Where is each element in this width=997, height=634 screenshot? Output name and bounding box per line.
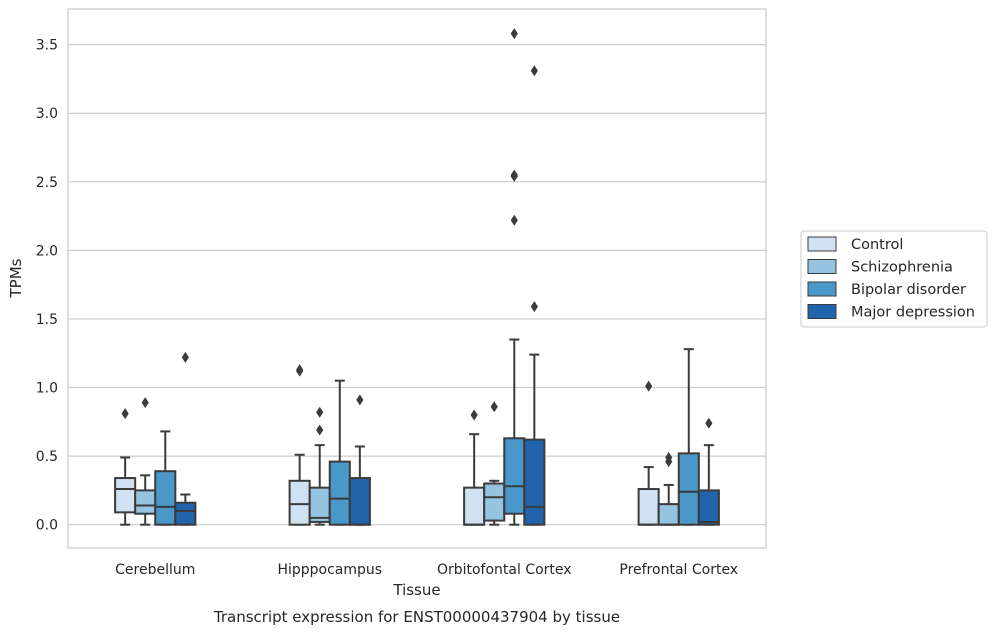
box-iqr — [114, 477, 137, 514]
legend-label: Control — [851, 237, 903, 253]
box-iqr — [308, 486, 331, 523]
y-tick-label: 3.0 — [36, 106, 58, 122]
box-major-depression-hipppocampus — [348, 394, 371, 526]
box-major-depression-prefrontal-cortex — [697, 417, 720, 526]
box-iqr — [523, 438, 546, 526]
x-tick-label: Cerebellum — [115, 562, 195, 578]
box-major-depression-orbitofontal-cortex — [523, 65, 546, 526]
box-iqr — [134, 489, 157, 515]
box-control-orbitofontal-cortex — [463, 409, 486, 526]
outlier-point — [356, 394, 364, 406]
box-iqr — [154, 470, 177, 526]
box-iqr — [697, 489, 720, 526]
box-control-prefrontal-cortex — [637, 380, 660, 526]
box-bipolar-disorder-hipppocampus — [328, 379, 351, 526]
x-tick-label: Prefrontal Cortex — [619, 562, 738, 578]
outlier-point — [530, 301, 538, 313]
y-tick-label: 0.0 — [36, 518, 58, 534]
box-bipolar-disorder-orbitofontal-cortex — [503, 28, 526, 526]
box-iqr — [483, 482, 506, 522]
box-schizophrenia-hipppocampus — [308, 406, 331, 526]
x-tick-label: Hipppocampus — [277, 562, 382, 578]
box-iqr — [288, 479, 311, 526]
x-axis-ticks: Cerebellum Hipppocampus Orbitofontal Corte… — [115, 562, 738, 578]
box-control-hipppocampus — [288, 364, 311, 526]
outlier-point — [296, 364, 304, 376]
outlier-point — [316, 424, 324, 436]
legend-items: Control Schizophrenia Bipolar disorder Majo… — [807, 236, 975, 321]
plot-frame — [67, 8, 767, 549]
y-tick-label: 1.5 — [36, 312, 58, 328]
y-axis-ticks: 0.0 0.5 1.0 1.5 2.0 2.5 3.0 3.5 — [36, 38, 58, 534]
outlier-point — [490, 401, 498, 413]
legend-label: Bipolar disorder — [851, 282, 966, 298]
y-tick-label: 3.5 — [36, 38, 58, 54]
outlier-point — [316, 406, 324, 418]
legend-swatch — [807, 236, 837, 252]
legend-item-major-depression: Major depression — [807, 304, 975, 321]
box-control-cerebellum — [114, 408, 137, 526]
legend: Control Schizophrenia Bipolar disorder Majo… — [800, 230, 988, 328]
box-major-depression-cerebellum — [174, 351, 197, 526]
outlier-point — [510, 28, 518, 40]
grid-lines — [68, 44, 766, 526]
y-tick-label: 2.5 — [36, 175, 58, 191]
box-bipolar-disorder-cerebellum — [154, 430, 177, 526]
outlier-point — [510, 169, 518, 181]
y-tick-label: 2.0 — [36, 243, 58, 259]
legend-item-bipolar-disorder: Bipolar disorder — [807, 281, 966, 298]
box-iqr — [637, 488, 660, 526]
outlier-point — [470, 409, 478, 421]
y-tick-label: 1.0 — [36, 381, 58, 397]
box-iqr — [503, 437, 526, 515]
x-axis-title: Tissue — [392, 581, 440, 599]
outlier-point — [705, 417, 713, 429]
legend-item-control: Control — [807, 236, 903, 253]
outlier-point — [530, 65, 538, 77]
box-iqr — [463, 486, 486, 526]
y-axis-title: TPMs — [7, 258, 25, 298]
box-iqr — [174, 501, 197, 526]
outlier-point — [645, 380, 653, 392]
x-tick-label: Orbitofontal Cortex — [437, 562, 572, 578]
outlier-point — [181, 351, 189, 363]
legend-frame — [800, 230, 988, 328]
outlier-point — [665, 451, 673, 463]
y-tick-label: 0.5 — [36, 449, 58, 465]
box-iqr — [328, 460, 351, 526]
legend-label: Schizophrenia — [851, 260, 953, 276]
box-iqr — [348, 477, 371, 526]
box-bipolar-disorder-prefrontal-cortex — [677, 348, 700, 526]
box-schizophrenia-cerebellum — [134, 397, 157, 526]
box-schizophrenia-prefrontal-cortex — [657, 451, 680, 526]
box-iqr — [657, 503, 680, 526]
legend-swatch — [807, 281, 837, 297]
chart-title: Transcript expression for ENST0000043790… — [213, 608, 620, 626]
outlier-point — [510, 214, 518, 226]
legend-label: Major depression — [851, 305, 975, 321]
legend-swatch — [807, 259, 837, 274]
legend-item-schizophrenia: Schizophrenia — [807, 259, 953, 276]
outlier-point — [121, 408, 129, 420]
legend-swatch — [807, 304, 837, 319]
box-iqr — [677, 452, 700, 526]
box-schizophrenia-orbitofontal-cortex — [483, 401, 506, 526]
outlier-point — [141, 397, 149, 409]
plot-area — [114, 28, 720, 526]
